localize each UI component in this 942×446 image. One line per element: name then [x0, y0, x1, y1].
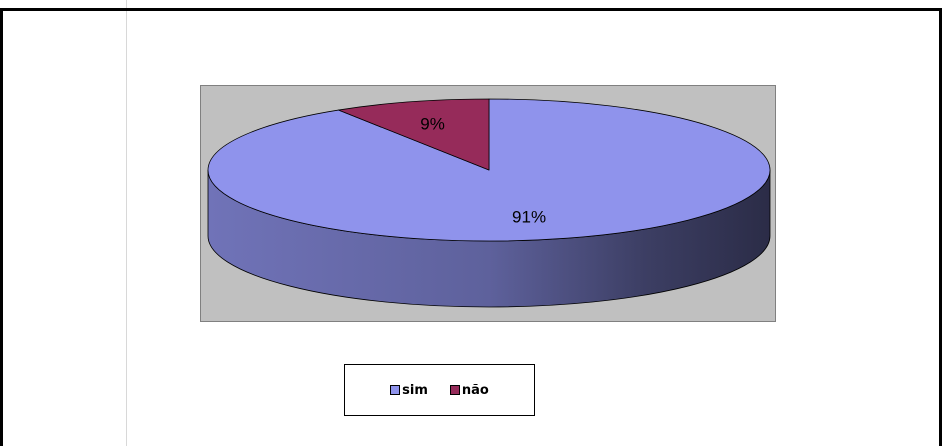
legend-label-nao: não	[461, 382, 489, 398]
margin-guide-line	[126, 0, 127, 446]
slice-nao	[338, 98, 490, 171]
legend: sim não	[344, 364, 535, 416]
data-label-nao: 9%	[420, 115, 445, 134]
pie-chart: 91% 9%	[207, 98, 771, 308]
page-frame	[0, 8, 942, 446]
legend-swatch-sim	[390, 385, 401, 395]
plot-area: 91% 9%	[200, 85, 776, 322]
legend-item-sim: sim	[390, 383, 428, 398]
data-label-sim: 91%	[512, 207, 546, 226]
legend-swatch-nao	[449, 385, 460, 395]
legend-label-sim: sim	[402, 382, 428, 398]
legend-item-nao: não	[449, 382, 489, 398]
